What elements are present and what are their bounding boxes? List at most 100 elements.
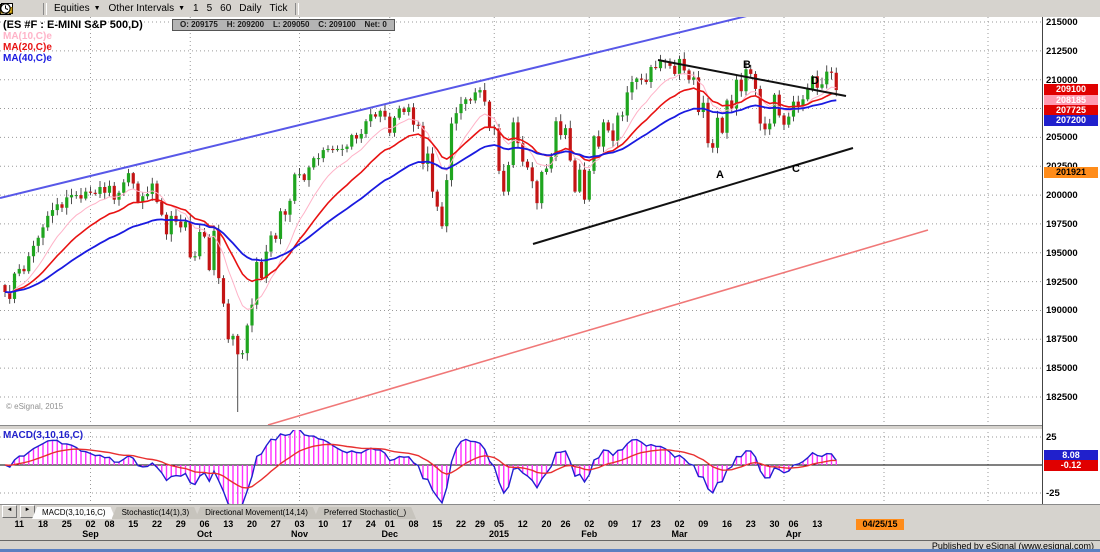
macd-axis-label: 25	[1046, 432, 1057, 443]
ma-line-10	[4, 72, 837, 310]
candle-body	[658, 61, 663, 69]
price-axis-label: 187500	[1046, 334, 1078, 346]
candle-body	[359, 133, 363, 139]
candle-body	[706, 102, 710, 144]
macd-axis-label: -25	[1046, 488, 1060, 499]
candle-body	[734, 79, 739, 109]
macd-signal-value-badge: -0.12	[1044, 459, 1098, 471]
study-tab-3[interactable]: Directional Movement(14,14)	[195, 507, 318, 519]
date-tick: 13	[812, 519, 823, 529]
study-tab-4[interactable]: Preferred Stochastic(_)	[314, 507, 416, 519]
ma-legend-label: MA(10,C)e	[3, 31, 52, 42]
candle-body	[673, 65, 677, 74]
candle-body	[169, 215, 173, 235]
candle-body	[103, 187, 107, 193]
candle-body	[815, 76, 819, 88]
candle-body	[193, 256, 197, 258]
date-tick: 09	[607, 519, 619, 529]
price-axis-label: 197500	[1046, 218, 1078, 230]
candle-body	[535, 181, 539, 204]
candle-body	[65, 197, 69, 208]
tab-scroll-right-button[interactable]: ►	[20, 505, 35, 518]
pane-separator-bottom[interactable]	[0, 504, 1100, 507]
month-label: Apr	[785, 529, 802, 539]
price-pane[interactable]: A B C D	[0, 17, 1042, 426]
pane-separator[interactable]	[0, 425, 1100, 430]
candle-body	[820, 84, 824, 88]
triangle-lower-line[interactable]	[532, 147, 854, 245]
candle-body	[36, 237, 40, 246]
month-label: Mar	[671, 529, 688, 539]
toolbar: Equities ▼ Other Intervals ▼ 1 5 60 Daily Tick	[0, 0, 1100, 18]
candle-body	[739, 79, 743, 92]
candle-body	[245, 325, 249, 354]
interval-button-daily[interactable]: Daily	[0, 1, 265, 16]
candle-body	[264, 251, 268, 279]
candle-body	[164, 214, 169, 235]
lower-support-line[interactable]	[267, 229, 929, 426]
date-tick: 16	[721, 519, 733, 529]
date-axis[interactable]: 04/25/15 11 18 25 02 08 15 22 29 06 13 20 27 03 10 17 2…	[0, 519, 1100, 540]
interval-button-5[interactable]: 5	[0, 1, 217, 16]
candle-body	[226, 303, 230, 340]
candle-body	[141, 196, 145, 203]
candle-body	[174, 215, 178, 222]
candle-body	[388, 116, 392, 133]
folder-menu-equities[interactable]: Equities ▼	[0, 1, 105, 16]
date-tick: 10	[318, 519, 329, 529]
candle-body	[278, 211, 283, 239]
candle-body	[730, 100, 734, 109]
candle-body	[74, 195, 78, 197]
study-tab-2[interactable]: Stochastic(14(1),3)	[112, 507, 200, 519]
month-label: Feb	[581, 529, 598, 539]
duplicate-window-icon[interactable]	[0, 1, 32, 16]
edit-chart-icon[interactable]	[1, 1, 24, 16]
month-label: Sep	[82, 529, 99, 539]
ma-line-40	[4, 99, 837, 294]
macd-line	[4, 428, 837, 504]
rising-channel-line[interactable]	[0, 17, 755, 199]
candle-body	[3, 285, 7, 293]
candle-body	[212, 230, 216, 271]
candle-body	[407, 107, 411, 113]
macd-pane[interactable]	[0, 428, 1042, 504]
candle-body	[763, 123, 767, 130]
candle-body	[312, 158, 316, 168]
date-tick: 30	[769, 519, 780, 529]
candle-body	[126, 173, 131, 183]
date-tick: 18	[37, 519, 49, 529]
candle-body	[160, 202, 164, 215]
candle-body	[231, 335, 235, 340]
candle-body	[93, 192, 97, 194]
macd-study-label: MACD(3,10,16,C)	[3, 430, 84, 441]
candle-body	[720, 117, 724, 133]
candle-body	[782, 115, 786, 125]
candle-body	[625, 92, 629, 116]
date-tick: 05	[493, 519, 505, 529]
candle-body	[50, 210, 55, 216]
date-tick: 11	[14, 519, 25, 529]
date-tick: 15	[128, 519, 139, 529]
candle-body	[55, 204, 59, 211]
candle-body	[630, 82, 634, 93]
last-price-badge: 209100	[1044, 84, 1098, 96]
price-axis[interactable]: 2150002125002100002075002050002025002000…	[1042, 17, 1100, 504]
date-tick: 08	[408, 519, 419, 529]
folder-menu-other-intervals[interactable]: Other Intervals ▼	[0, 1, 190, 16]
triangle-upper-line[interactable]	[657, 59, 847, 97]
interval-button-60[interactable]: 60	[0, 1, 235, 16]
candle-body	[796, 101, 800, 107]
candle-body	[696, 77, 701, 113]
interval-button-tick[interactable]: Tick	[0, 1, 292, 16]
toolbar-item-label: 1	[193, 3, 199, 14]
candle-body	[383, 110, 387, 117]
add-symbol-icon[interactable]	[1, 1, 40, 16]
study-tab-1[interactable]: MACD(3,10,16,C)	[32, 507, 116, 519]
candle-body	[274, 235, 278, 239]
date-tick: 02	[584, 519, 595, 529]
interval-button-1[interactable]: 1	[0, 1, 203, 16]
candle-body	[502, 170, 506, 192]
month-label: 2015	[488, 529, 510, 539]
candle-body	[506, 165, 511, 192]
tab-scroll-left-button[interactable]: ◄	[2, 505, 17, 518]
